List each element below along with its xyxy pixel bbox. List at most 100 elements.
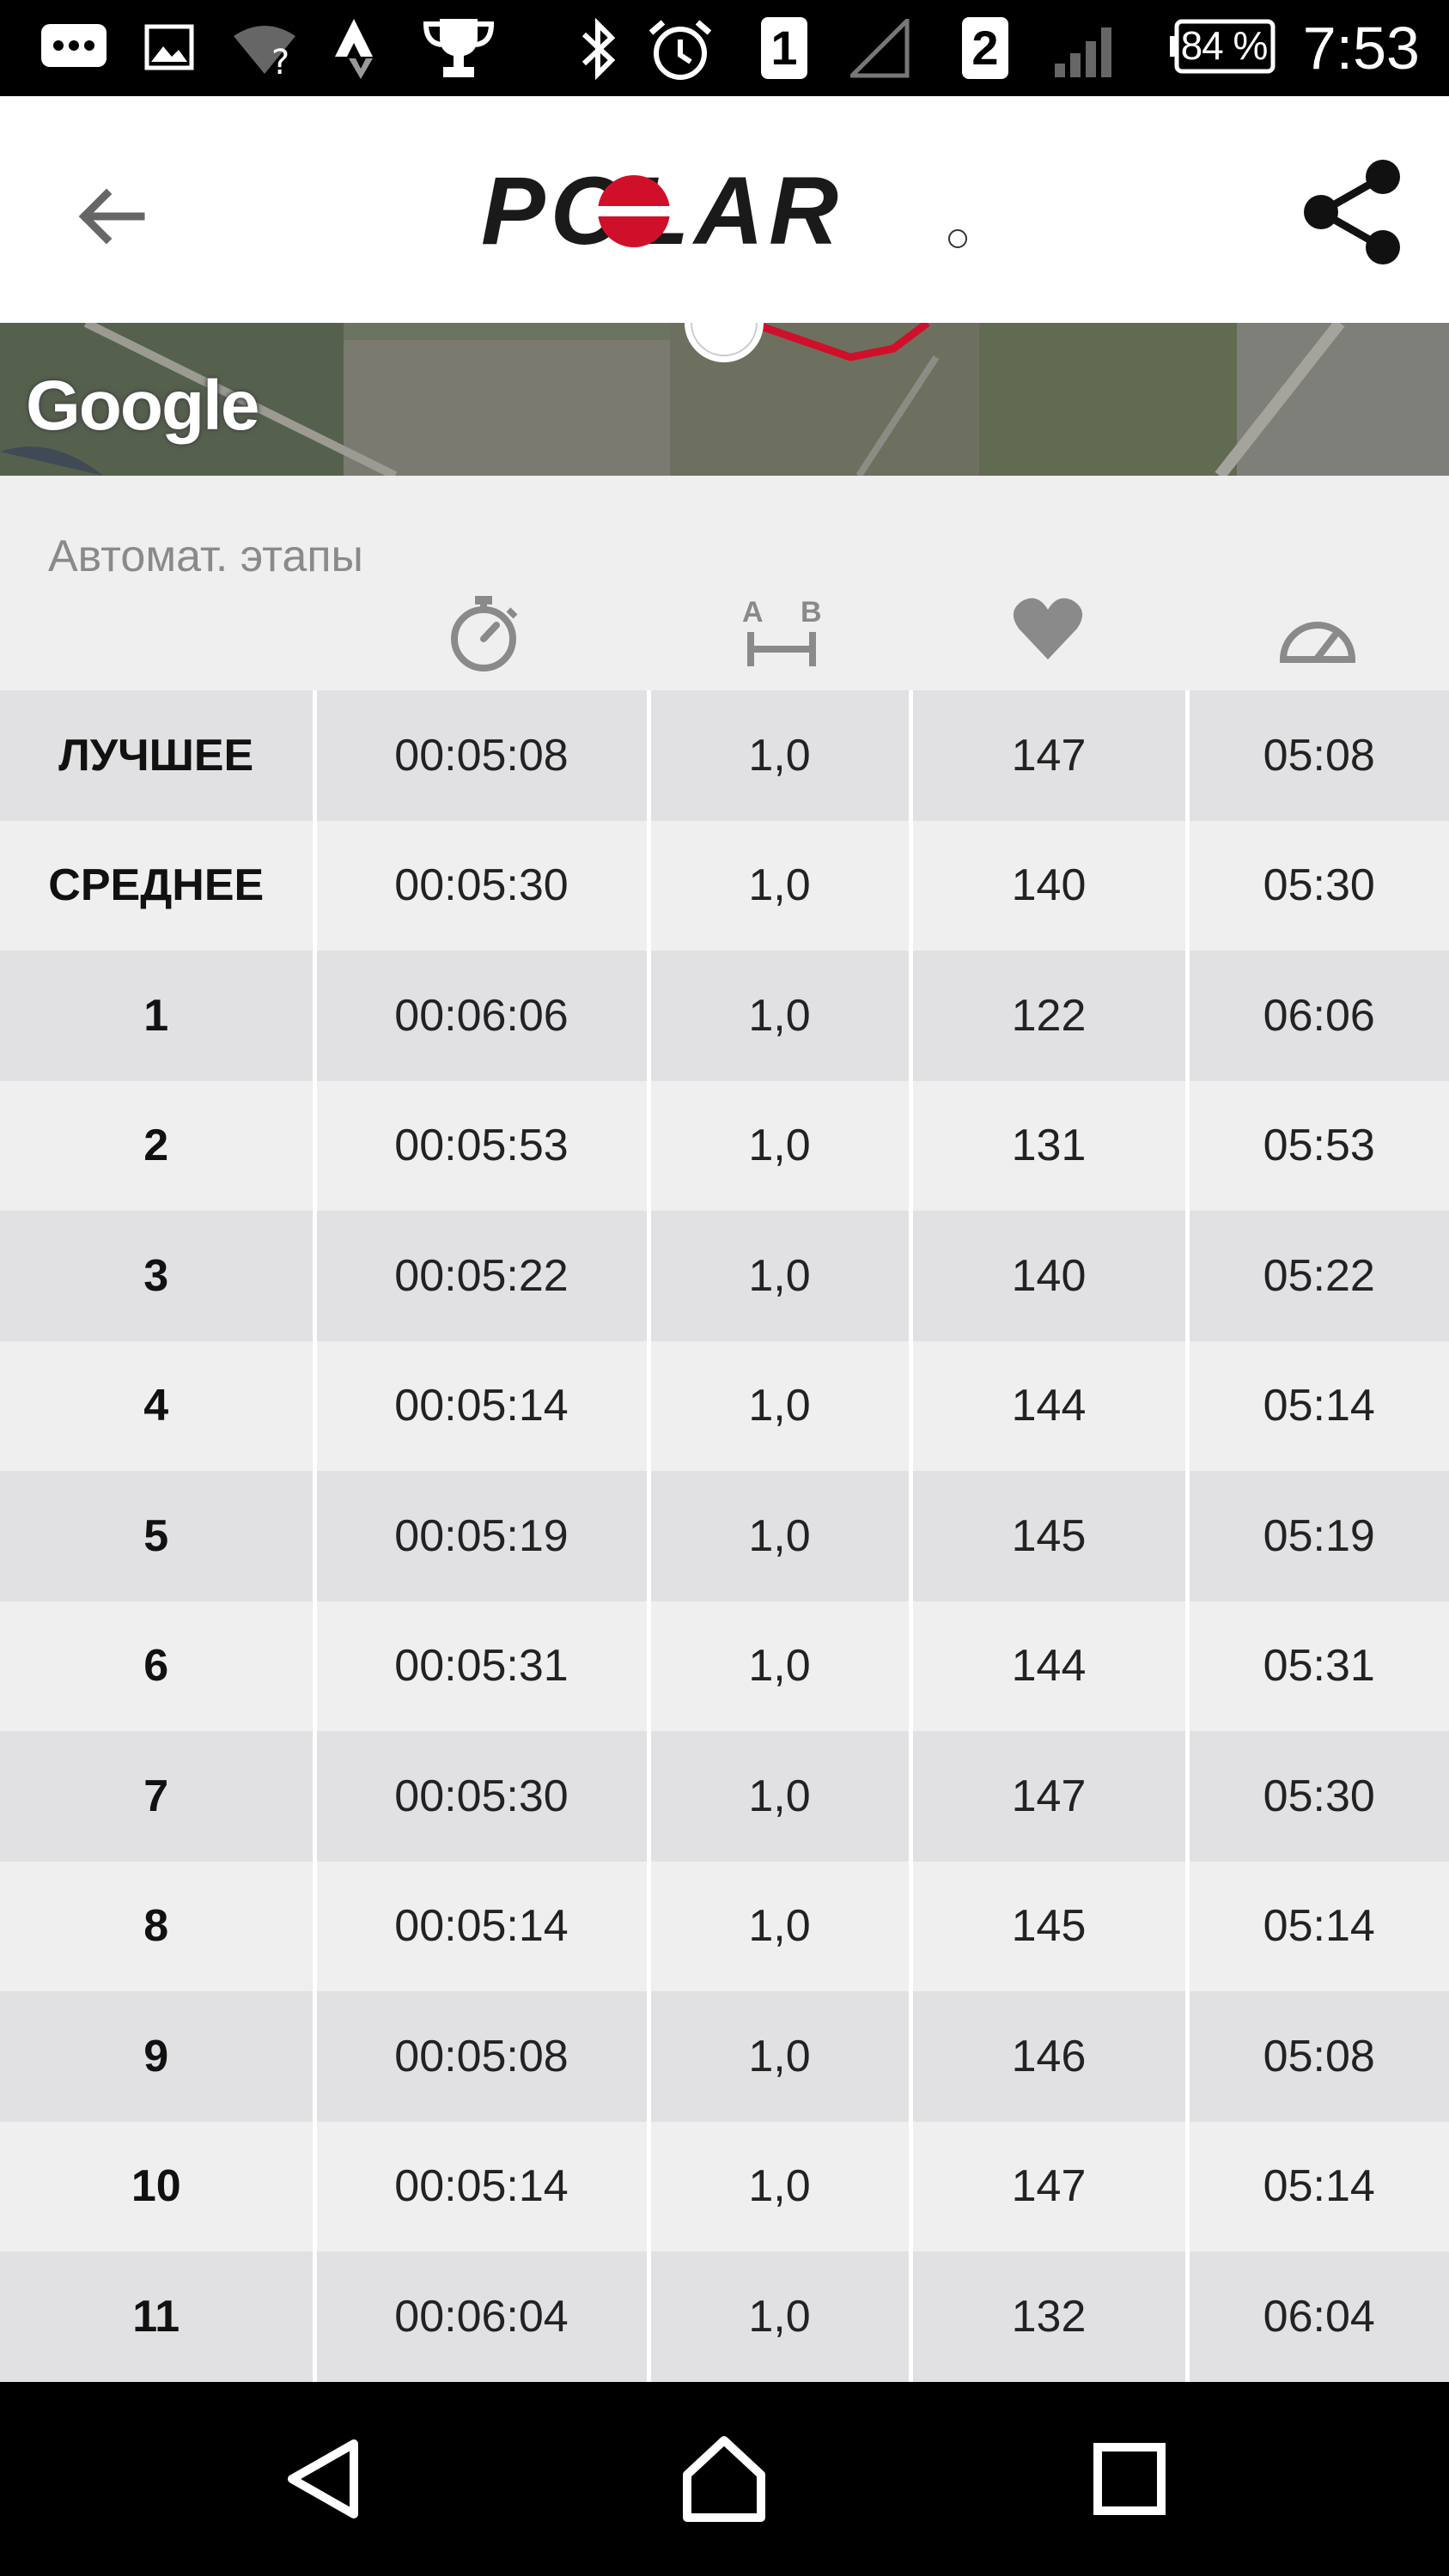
lap-time: 00:06:06 (312, 951, 648, 1081)
heart-icon (1013, 598, 1083, 659)
table-row: 7 00:05:30 1,0 147 05:30 (0, 1731, 1449, 1862)
lap-time: 00:05:53 (312, 1080, 648, 1211)
map-view[interactable]: Google (0, 323, 1449, 476)
lap-heart-rate: 122 (908, 951, 1187, 1081)
laps-table: ЛУЧШЕЕ 00:05:08 1,0 147 05:08 СРЕДНЕЕ 00:05:30… (0, 690, 1449, 2382)
lap-distance: 1,0 (646, 1211, 910, 1341)
lap-heart-rate: 131 (908, 1080, 1187, 1211)
wifi-question-icon: ? (234, 26, 295, 77)
battery-icon (1170, 19, 1275, 74)
lap-pace: 05:08 (1184, 690, 1449, 821)
lap-label: 4 (0, 1340, 314, 1471)
lap-heart-rate: 144 (908, 1601, 1187, 1731)
table-row: 4 00:05:14 1,0 144 05:14 (0, 1340, 1449, 1471)
lap-label: 8 (0, 1861, 314, 1991)
signal-bars-icon (1055, 27, 1111, 77)
nav-recent-apps-icon[interactable] (1082, 2432, 1177, 2526)
lap-heart-rate: 146 (908, 1991, 1187, 2122)
lap-pace: 05:31 (1184, 1601, 1449, 1731)
svg-text:?: ? (271, 43, 289, 77)
lap-distance: 1,0 (646, 2251, 910, 2382)
lap-distance: 1,0 (646, 690, 910, 821)
lap-time: 00:05:30 (312, 820, 648, 951)
distance-ab-icon: A B (742, 596, 822, 666)
lap-heart-rate: 132 (908, 2251, 1187, 2382)
gallery-icon (144, 24, 194, 70)
lap-time: 00:05:08 (312, 690, 648, 821)
svg-text:B: B (801, 596, 822, 629)
speedometer-icon (1279, 622, 1356, 663)
signal-empty-icon (850, 19, 910, 78)
navigation-bar (0, 2382, 1449, 2576)
lap-heart-rate: 140 (908, 820, 1187, 951)
lap-label: 6 (0, 1601, 314, 1731)
lap-pace: 06:04 (1184, 2251, 1449, 2382)
lap-label: 7 (0, 1731, 314, 1862)
lap-pace: 05:30 (1184, 1731, 1449, 1862)
table-row: 6 00:05:31 1,0 144 05:31 (0, 1601, 1449, 1731)
table-row: 11 00:06:04 1,0 132 06:04 (0, 2251, 1449, 2382)
lap-distance: 1,0 (646, 1731, 910, 1862)
bluetooth-icon (581, 17, 616, 81)
back-arrow-icon[interactable] (69, 173, 155, 259)
lap-label: 5 (0, 1471, 314, 1601)
lap-pace: 05:53 (1184, 1080, 1449, 1211)
share-icon[interactable] (1297, 156, 1409, 268)
lap-pace: 05:22 (1184, 1211, 1449, 1341)
lap-label: 9 (0, 1991, 314, 2122)
lap-label: ЛУЧШЕЕ (0, 690, 314, 821)
clock: 7:53 (1302, 15, 1420, 82)
laps-section-title: Автомат. этапы (48, 532, 363, 581)
lap-heart-rate: 145 (908, 1861, 1187, 1991)
lap-label: 2 (0, 1080, 314, 1211)
lap-distance: 1,0 (646, 951, 910, 1081)
lap-pace: 05:14 (1184, 2121, 1449, 2251)
lap-pace: 05:19 (1184, 1471, 1449, 1601)
table-row: СРЕДНЕЕ 00:05:30 1,0 140 05:30 (0, 820, 1449, 951)
app-bar: POLAR (0, 96, 1449, 323)
lap-label: СРЕДНЕЕ (0, 820, 314, 951)
lap-distance: 1,0 (646, 1861, 910, 1991)
nav-back-icon[interactable] (277, 2432, 371, 2526)
lap-distance: 1,0 (646, 1991, 910, 2122)
table-row: 8 00:05:14 1,0 145 05:14 (0, 1861, 1449, 1991)
table-row: 1 00:06:06 1,0 122 06:06 (0, 951, 1449, 1081)
lap-pace: 06:06 (1184, 951, 1449, 1081)
lap-time: 00:05:22 (312, 1211, 648, 1341)
stopwatch-icon (451, 596, 518, 671)
lap-time: 00:05:14 (312, 1861, 648, 1991)
table-row: 2 00:05:53 1,0 131 05:53 (0, 1080, 1449, 1211)
polar-logo: POLAR (481, 163, 967, 258)
lap-label: 1 (0, 951, 314, 1081)
table-row: 10 00:05:14 1,0 147 05:14 (0, 2121, 1449, 2251)
lap-heart-rate: 145 (908, 1471, 1187, 1601)
lap-heart-rate: 147 (908, 2121, 1187, 2251)
battery-level: 84 % (1180, 23, 1269, 68)
lap-distance: 1,0 (646, 2121, 910, 2251)
table-row: ЛУЧШЕЕ 00:05:08 1,0 147 05:08 (0, 690, 1449, 821)
lap-time: 00:05:19 (312, 1471, 648, 1601)
lap-pace: 05:14 (1184, 1340, 1449, 1471)
lap-distance: 1,0 (646, 1601, 910, 1731)
lap-time: 00:05:08 (312, 1991, 648, 2122)
lap-distance: 1,0 (646, 1340, 910, 1471)
svg-text:A: A (742, 596, 764, 629)
satellite-map-image (0, 323, 1449, 476)
lap-label: 11 (0, 2251, 314, 2382)
lap-pace: 05:08 (1184, 1991, 1449, 2122)
trophy-icon (423, 19, 495, 77)
table-row: 5 00:05:19 1,0 145 05:19 (0, 1471, 1449, 1601)
nav-home-icon[interactable] (677, 2432, 771, 2526)
table-row: 3 00:05:22 1,0 140 05:22 (0, 1211, 1449, 1341)
lap-time: 00:06:04 (312, 2251, 648, 2382)
messaging-icon (41, 24, 107, 67)
lap-heart-rate: 147 (908, 690, 1187, 821)
lap-pace: 05:14 (1184, 1861, 1449, 1991)
lap-label: 3 (0, 1211, 314, 1341)
lap-distance: 1,0 (646, 1080, 910, 1211)
laps-table-body: ЛУЧШЕЕ 00:05:08 1,0 147 05:08 СРЕДНЕЕ 00:05:30… (0, 690, 1449, 2382)
status-bar: ? 1 2 84 % 7:53 (0, 0, 1449, 96)
lap-distance: 1,0 (646, 1471, 910, 1601)
strava-icon (335, 19, 373, 79)
sim2-indicator: 2 (962, 17, 1008, 79)
